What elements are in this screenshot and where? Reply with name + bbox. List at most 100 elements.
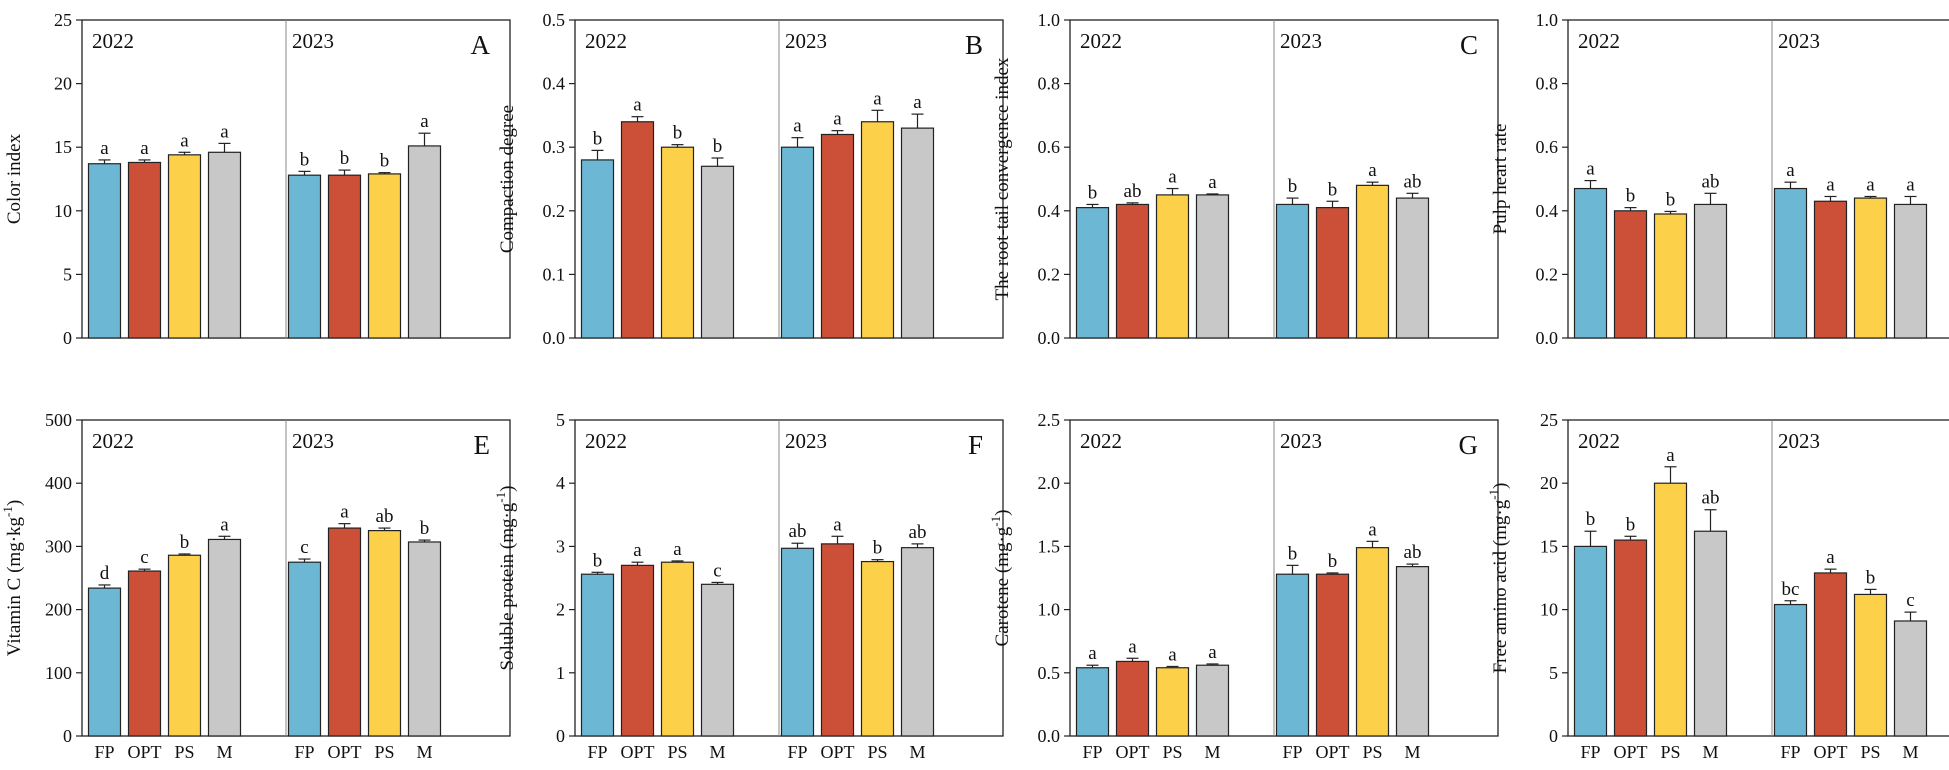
y-tick-label: 25 [54, 10, 72, 30]
x-category-label: M [1902, 742, 1918, 762]
bar-OPT-2022 [1115, 203, 1150, 339]
bar-M-2022 [1195, 664, 1230, 737]
bar-FP-2023 [780, 547, 815, 737]
y-tick-label: 10 [54, 201, 72, 221]
x-category-label: OPT [1813, 742, 1847, 762]
bar-PS-2023 [1853, 593, 1888, 737]
y-axis-title-superscript: -1 [493, 492, 508, 503]
y-axis-title-main: Carotene (mg·g [992, 526, 1013, 646]
y-tick-label: 300 [45, 536, 72, 556]
bar-M-2022 [1195, 194, 1230, 339]
significance-letter: b [1626, 514, 1636, 535]
bar-OPT-2023 [327, 527, 362, 737]
year-label-2023: 2023 [1778, 29, 1820, 53]
x-category-label: PS [1162, 742, 1182, 762]
y-tick-label: 1 [556, 663, 565, 683]
bar-M-2022 [700, 165, 735, 339]
significance-letter: c [300, 537, 308, 558]
significance-letter: b [1288, 543, 1298, 564]
y-axis-title: Vitamin C (mg·kg-1) [0, 500, 25, 656]
bar-PS-2022 [1155, 667, 1190, 737]
significance-letter: b [673, 123, 683, 144]
year-label-2023: 2023 [1280, 429, 1322, 453]
y-tick-label: 10 [1540, 600, 1558, 620]
bar-M-2023 [407, 541, 442, 737]
x-category-label: FP [587, 742, 607, 762]
significance-letter: b [1586, 509, 1596, 530]
bar-OPT-2023 [1813, 200, 1848, 339]
x-category-label: FP [787, 742, 807, 762]
significance-letter: b [713, 136, 723, 157]
panel-letter: A [471, 30, 491, 60]
bar-PS-2022 [167, 154, 202, 339]
significance-letter: a [1786, 160, 1795, 181]
bar-PS-2022 [1653, 482, 1688, 737]
y-tick-label: 0 [63, 726, 72, 746]
y-tick-label: 5 [556, 410, 565, 430]
x-category-label: PS [867, 742, 887, 762]
bar-M-2022 [700, 583, 735, 737]
significance-letter: b [1088, 182, 1098, 203]
year-label-2022: 2022 [585, 29, 627, 53]
y-axis-title-superscript: -1 [0, 506, 15, 517]
bar-M-2022 [207, 538, 242, 737]
bar-PS-2023 [367, 173, 402, 339]
significance-letter: a [1586, 159, 1595, 180]
significance-letter: b [1866, 567, 1876, 588]
y-axis-title: Compaction degree [497, 105, 518, 253]
bar-M-2023 [1893, 620, 1928, 737]
y-tick-label: 200 [45, 600, 72, 620]
bar-FP-2022 [1573, 187, 1608, 339]
y-axis-title-close: ) [4, 500, 25, 506]
y-tick-label: 15 [54, 137, 72, 157]
y-tick-label: 0 [63, 328, 72, 348]
bar-FP-2022 [1573, 545, 1608, 737]
x-category-label: OPT [127, 742, 161, 762]
y-tick-label: 0.4 [1038, 201, 1061, 221]
bar-FP-2022 [87, 587, 122, 737]
x-category-label: M [709, 742, 725, 762]
x-category-label: PS [1660, 742, 1680, 762]
significance-letter: a [633, 95, 642, 116]
year-label-2022: 2022 [92, 429, 134, 453]
significance-letter: b [593, 550, 603, 571]
significance-letter: ab [1702, 488, 1720, 509]
y-tick-label: 0.6 [1536, 137, 1559, 157]
y-tick-label: 2.5 [1038, 410, 1061, 430]
significance-letter: b [420, 518, 430, 539]
x-category-label: FP [94, 742, 114, 762]
significance-letter: a [100, 138, 109, 159]
panel-letter: F [968, 430, 983, 460]
y-tick-label: 0 [556, 726, 565, 746]
significance-letter: ab [789, 521, 807, 542]
significance-letter: ab [376, 506, 394, 527]
y-tick-label: 1.0 [1038, 600, 1061, 620]
panel-D: 0.0 0.2 0.4 0.6 0.8 1.0 Pulp heart rate 2022 202… [1490, 10, 1949, 348]
significance-letter: a [1208, 172, 1217, 193]
x-category-label: OPT [1115, 742, 1149, 762]
y-tick-label: 5 [1549, 663, 1558, 683]
panel-H: 0 5 10 15 20 25 Free amino acid (mg·g-1) 2022 20… [1486, 410, 1949, 762]
bar-PS-2023 [1355, 547, 1390, 737]
bar-FP-2023 [1773, 603, 1808, 737]
year-label-2022: 2022 [585, 429, 627, 453]
bar-OPT-2023 [1813, 572, 1848, 737]
x-category-label: M [416, 742, 432, 762]
bar-OPT-2023 [1315, 573, 1350, 737]
significance-letter: ab [909, 522, 927, 543]
panel-letter: E [474, 430, 491, 460]
panel-A: 0 5 10 15 20 25 Color index 2022 2023 Aa a a a b b b a [4, 10, 511, 348]
bar-M-2023 [407, 145, 442, 339]
bar-FP-2022 [1075, 667, 1110, 737]
significance-letter: a [913, 92, 922, 113]
bar-M-2023 [1395, 566, 1430, 737]
y-tick-label: 0 [1549, 726, 1558, 746]
bar-M-2023 [900, 127, 935, 339]
x-category-label: PS [1362, 742, 1382, 762]
x-category-label: M [216, 742, 232, 762]
significance-letter: a [1906, 174, 1915, 195]
y-axis-title-superscript: -1 [988, 516, 1003, 527]
panel-letter: G [1459, 430, 1479, 460]
y-axis-title: Soluble protein (mg·g-1) [493, 486, 518, 671]
